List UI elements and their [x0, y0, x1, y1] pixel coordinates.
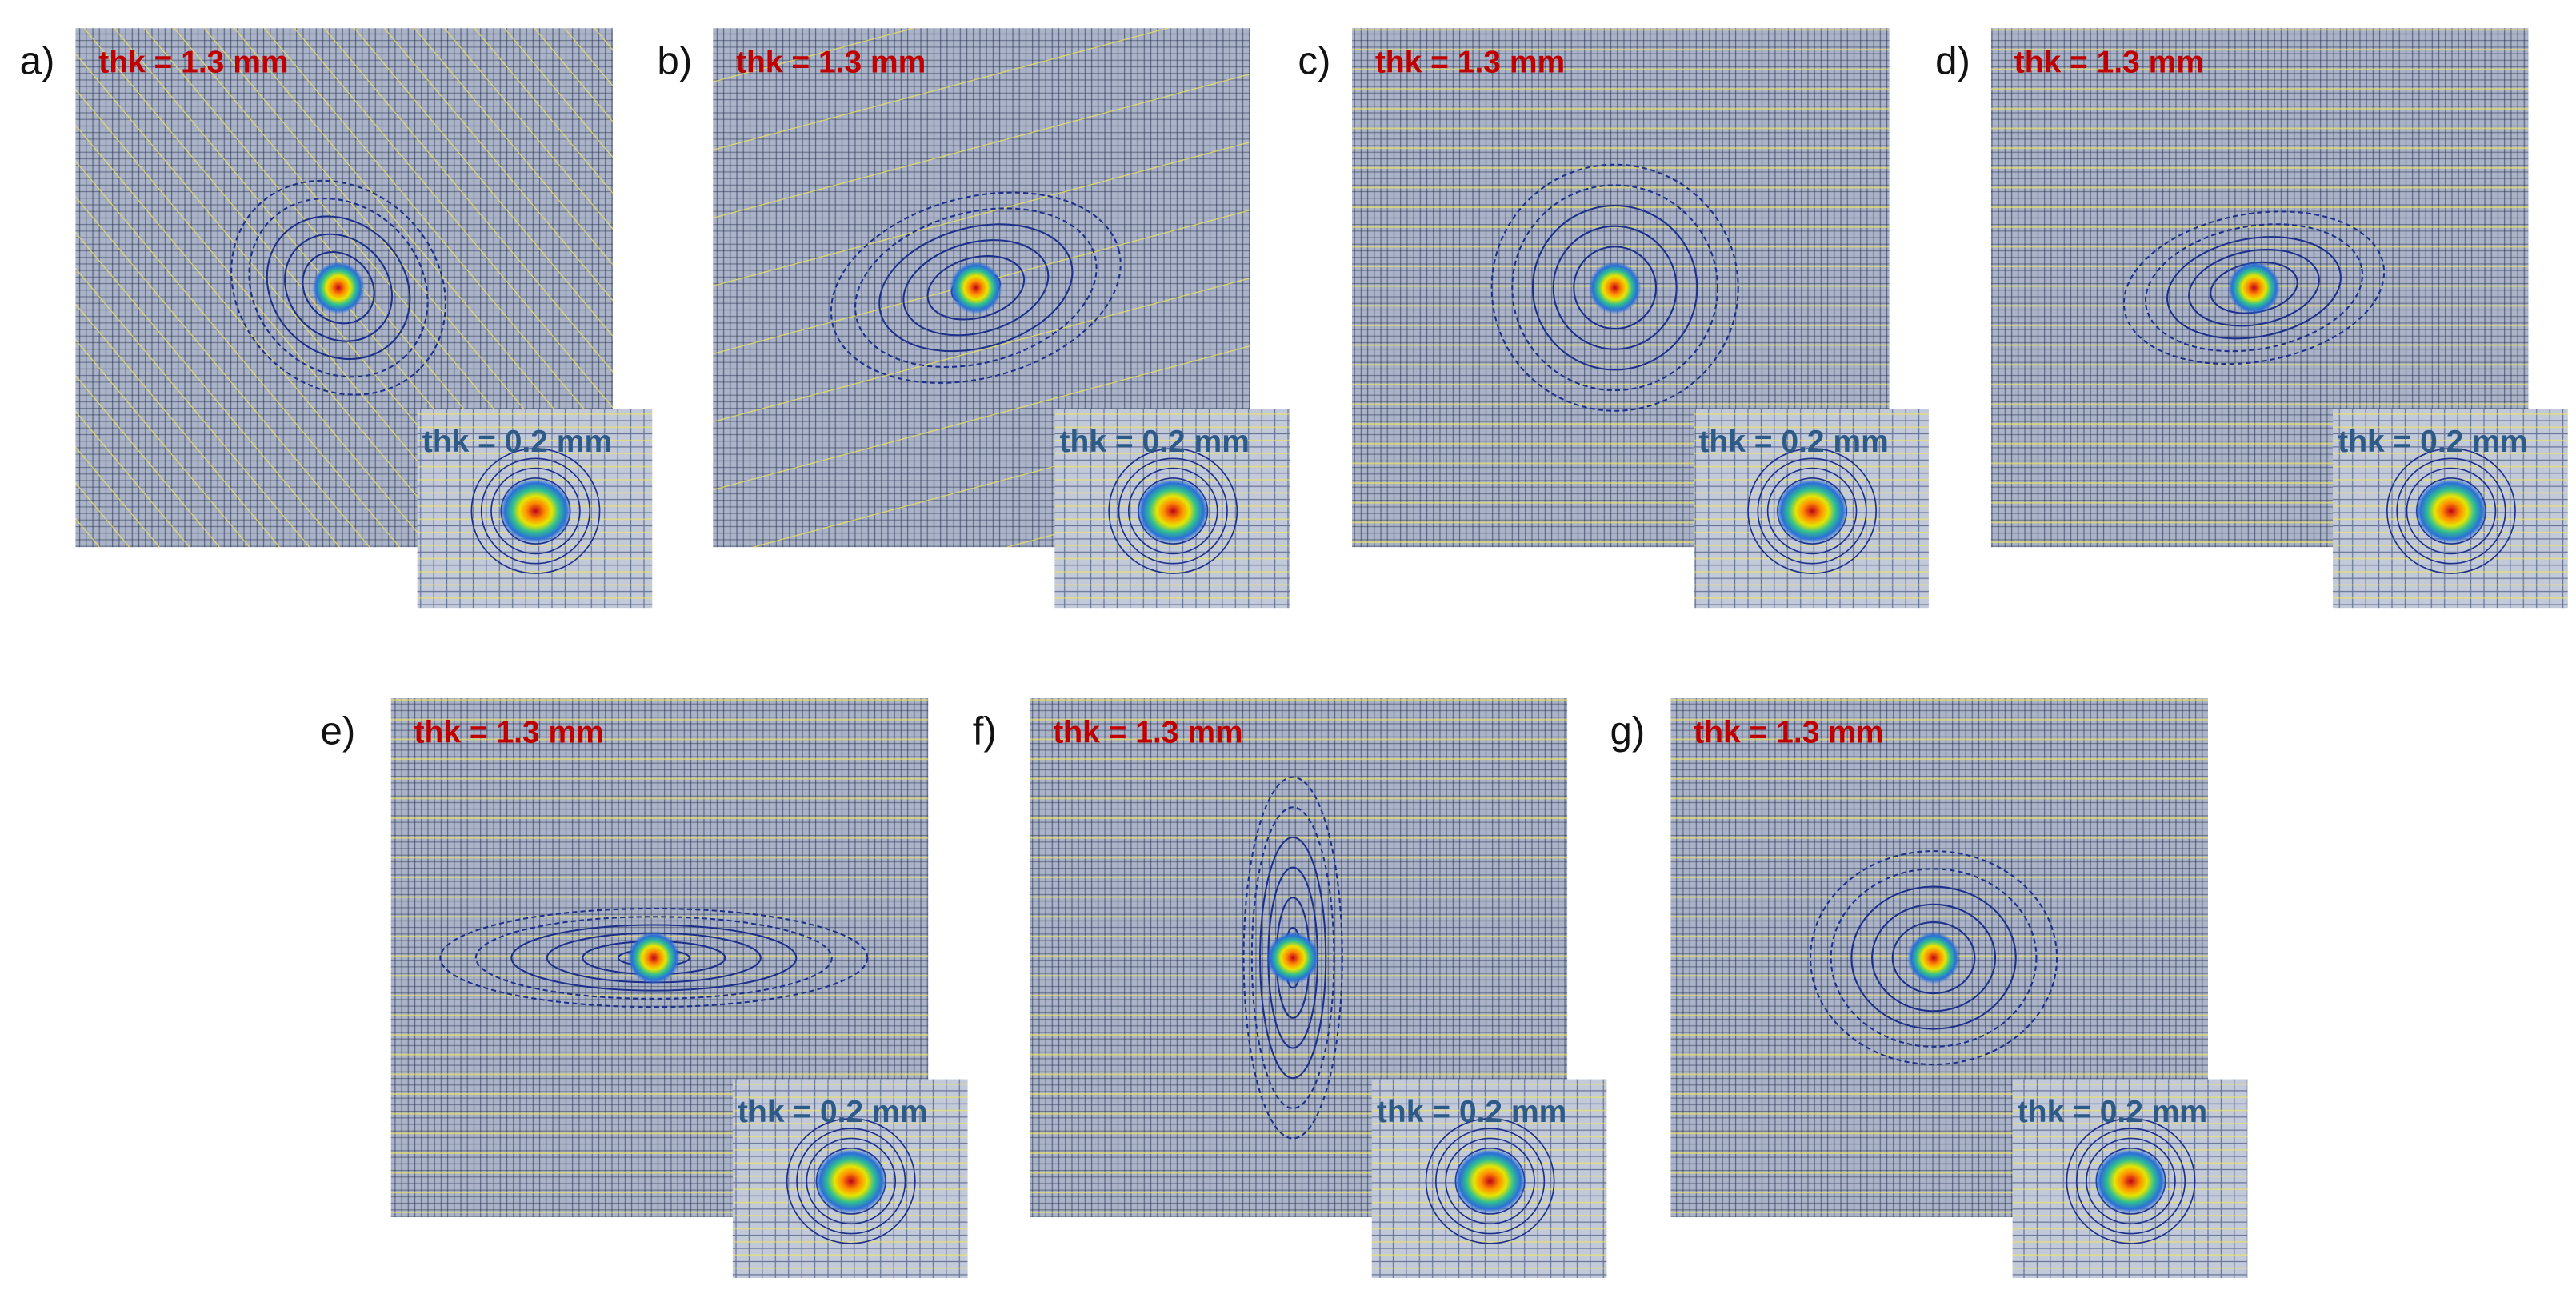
contour — [854, 207, 1098, 369]
contour — [1757, 457, 1867, 565]
panel: e) thk = 1.3 mm thk = 0.2 mm — [320, 698, 968, 1279]
intensity-peak — [1907, 931, 1960, 984]
contour — [1766, 467, 1858, 555]
panel-letter: f) — [973, 709, 997, 753]
panel: a) thk = 1.3 mm thk = 0.2 mm — [20, 28, 653, 609]
inset-label: thk = 0.2 mm — [2018, 1095, 2207, 1129]
contour — [230, 179, 446, 396]
panel: f) thk = 1.3 mm thk = 0.2 mm — [973, 698, 1607, 1279]
contour — [480, 457, 591, 565]
contour — [510, 924, 798, 992]
contour — [1250, 806, 1335, 1109]
panel-letter: a) — [20, 39, 55, 83]
main-label: thk = 1.3 mm — [1053, 716, 1242, 750]
contour — [806, 1137, 897, 1225]
contour — [1511, 184, 1719, 392]
panel: g) thk = 1.3 mm thk = 0.2 mm — [1610, 698, 2248, 1279]
contour — [1850, 885, 2017, 1030]
contour — [902, 239, 1050, 337]
intensity-peak — [949, 261, 1002, 314]
intensity-peak — [499, 477, 572, 545]
contour — [1118, 457, 1228, 565]
contour — [926, 254, 1026, 321]
intensity-peak — [312, 261, 365, 314]
contour — [2188, 249, 2320, 327]
contour — [2406, 467, 2497, 555]
intensity-peak — [1137, 477, 1210, 545]
contour — [439, 907, 869, 1008]
intensity-peak — [1775, 477, 1849, 545]
contour — [2075, 1128, 2186, 1235]
panel: d) thk = 1.3 mm thk = 0.2 mm — [1935, 28, 2568, 609]
contour — [284, 233, 394, 342]
panel-letter: g) — [1610, 709, 1646, 753]
contour — [2386, 448, 2516, 574]
contour — [1531, 205, 1698, 371]
contour — [2066, 1118, 2196, 1244]
contour — [474, 916, 833, 1000]
contour — [1573, 246, 1658, 330]
panel-letter: e) — [320, 709, 355, 753]
contour — [786, 1118, 916, 1244]
contour — [1747, 448, 1877, 574]
contour — [1242, 776, 1343, 1140]
intensity-peak — [2094, 1148, 2167, 1214]
contour — [470, 448, 601, 574]
inset-label: thk = 0.2 mm — [1377, 1095, 1566, 1129]
inset-label: thk = 0.2 mm — [2338, 425, 2527, 459]
inset-label: thk = 0.2 mm — [1698, 425, 1888, 459]
inset-label: thk = 0.2 mm — [422, 425, 612, 459]
contour — [1871, 903, 1997, 1012]
contour — [1490, 163, 1739, 412]
main-label: thk = 1.3 mm — [98, 46, 288, 80]
contour — [878, 223, 1074, 353]
inset-label: thk = 0.2 mm — [1060, 425, 1250, 459]
main-label: thk = 1.3 mm — [1375, 46, 1565, 80]
contour — [796, 1128, 906, 1235]
panel-letter: b) — [657, 39, 692, 83]
contour — [2166, 236, 2342, 340]
contour — [1830, 868, 2038, 1048]
contour — [2144, 223, 2364, 353]
contour — [1891, 921, 1976, 995]
contour — [1810, 850, 2058, 1066]
main-label: thk = 1.3 mm — [1694, 716, 1883, 750]
contour — [830, 191, 1122, 384]
intensity-peak — [2414, 477, 2488, 545]
contour — [1259, 836, 1327, 1080]
contour — [2122, 210, 2386, 365]
contour — [1552, 225, 1678, 350]
contour — [266, 215, 411, 360]
contour — [248, 198, 429, 378]
contour — [1127, 467, 1218, 555]
contour — [2396, 457, 2506, 565]
contour — [302, 251, 375, 325]
contour — [1445, 1137, 1535, 1225]
intensity-peak — [1588, 261, 1642, 314]
intensity-peak — [627, 931, 681, 984]
contour — [490, 467, 581, 555]
panel: c) thk = 1.3 mm thk = 0.2 mm — [1298, 28, 1929, 609]
main-label: thk = 1.3 mm — [736, 46, 926, 80]
main-label: thk = 1.3 mm — [2014, 46, 2204, 80]
intensity-peak — [814, 1148, 887, 1214]
panel-letter: c) — [1298, 39, 1330, 83]
intensity-peak — [1454, 1148, 1526, 1214]
intensity-peak — [2227, 261, 2281, 314]
contour — [2086, 1137, 2176, 1225]
contour — [1108, 448, 1238, 574]
intensity-peak — [1266, 931, 1320, 984]
panel: b) thk = 1.3 mm thk = 0.2 mm — [657, 28, 1290, 609]
contour — [1434, 1128, 1546, 1235]
panel-letter: d) — [1935, 39, 1970, 83]
contour — [1425, 1118, 1555, 1244]
main-label: thk = 1.3 mm — [414, 716, 603, 750]
inset-label: thk = 0.2 mm — [738, 1095, 927, 1129]
